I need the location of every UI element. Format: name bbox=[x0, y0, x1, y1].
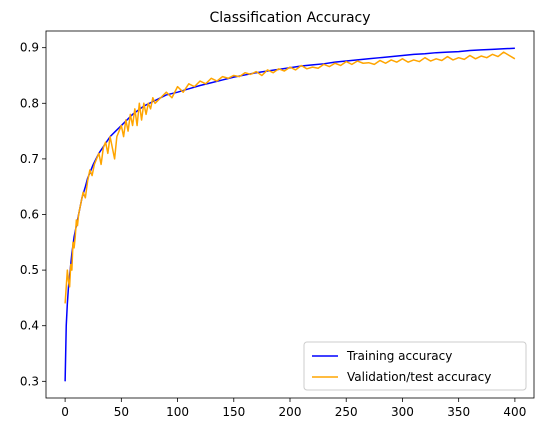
x-tick-label: 350 bbox=[447, 405, 470, 419]
legend-label: Validation/test accuracy bbox=[347, 370, 491, 384]
x-tick-label: 300 bbox=[391, 405, 414, 419]
y-tick-label: 0.5 bbox=[20, 263, 39, 277]
y-tick-label: 0.7 bbox=[20, 152, 39, 166]
series-line-validation bbox=[64, 51, 516, 304]
y-tick-label: 0.4 bbox=[20, 319, 39, 333]
x-tick-label: 250 bbox=[335, 405, 358, 419]
y-tick-label: 0.9 bbox=[20, 41, 39, 55]
y-tick-label: 0.8 bbox=[20, 96, 39, 110]
plot-area: 0 50 100 150 200 250 300 350 400 0.3 0.4 0.5 0.6 0.7 0… bbox=[20, 30, 535, 419]
series-layer bbox=[64, 47, 516, 382]
y-tick-label: 0.3 bbox=[20, 374, 39, 388]
x-tick-label: 150 bbox=[222, 405, 245, 419]
x-tick-label: 50 bbox=[114, 405, 129, 419]
x-tick-label: 200 bbox=[279, 405, 302, 419]
x-tick-label: 100 bbox=[166, 405, 189, 419]
x-tick-label: 0 bbox=[61, 405, 69, 419]
y-tick-label: 0.6 bbox=[20, 208, 39, 222]
legend: Training accuracy Validation/test accurac… bbox=[303, 341, 527, 391]
legend-box bbox=[303, 341, 527, 391]
legend-label: Training accuracy bbox=[346, 349, 452, 363]
x-tick-label: 400 bbox=[503, 405, 526, 419]
chart-title: Classification Accuracy bbox=[210, 10, 371, 26]
